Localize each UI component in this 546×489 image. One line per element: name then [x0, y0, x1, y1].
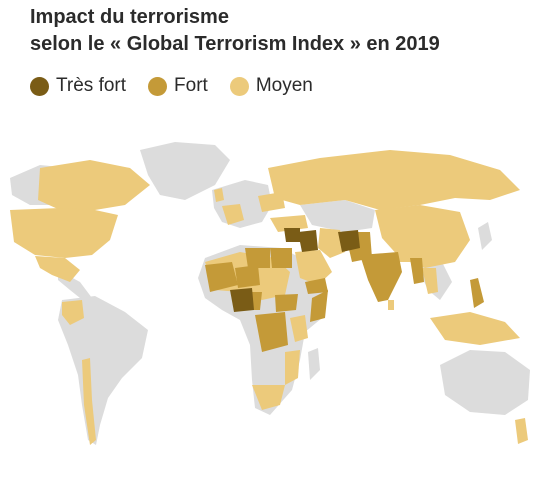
country-nigeria — [230, 288, 254, 312]
legend-label-tres-fort: Très fort — [56, 75, 127, 96]
legend-item-fort: Fort — [148, 75, 208, 97]
continent-south-america — [58, 296, 148, 445]
country-south-sudan — [275, 294, 298, 312]
world-map — [10, 142, 530, 445]
tres-fort-countries — [230, 228, 360, 312]
country-south-africa — [252, 385, 285, 410]
legend-label-moyen: Moyen — [255, 75, 313, 96]
country-egypt — [270, 248, 292, 268]
country-greenland — [140, 142, 230, 200]
country-saudi-arabia — [295, 250, 332, 285]
country-sri-lanka — [388, 300, 394, 310]
country-thailand — [422, 268, 438, 294]
country-kenya — [290, 315, 308, 342]
legend-swatch-fort — [148, 76, 168, 96]
country-philippines — [470, 278, 484, 308]
legend-label-fort: Fort — [174, 75, 208, 96]
moyen-countries — [10, 150, 528, 445]
country-libya — [245, 248, 270, 268]
map-title: Impact du terrorisme selon le « Global T… — [30, 4, 530, 58]
country-usa — [10, 208, 118, 258]
country-niger — [235, 265, 260, 288]
legend-item-moyen: Moyen — [229, 75, 313, 97]
country-japan — [478, 222, 492, 250]
legend-item-tres-fort: Très fort — [30, 75, 126, 97]
country-madagascar — [308, 348, 320, 380]
country-turkey — [270, 215, 308, 232]
country-indonesia — [430, 312, 520, 345]
country-new-zealand — [515, 418, 528, 444]
title-line-2: selon le « Global Terrorism Index » en 2… — [30, 33, 440, 55]
country-ukraine — [258, 192, 285, 212]
country-myanmar — [410, 258, 424, 284]
region-central-asia — [300, 200, 375, 232]
country-australia — [440, 350, 530, 415]
title-line-1: Impact du terrorisme — [30, 6, 229, 28]
country-chile — [82, 358, 96, 445]
legend: Très fort Fort Moyen — [30, 73, 335, 99]
country-somalia — [310, 290, 328, 322]
country-iran — [318, 228, 345, 258]
legend-swatch-moyen — [229, 76, 249, 96]
legend-swatch-tres-fort — [30, 76, 49, 96]
country-iraq — [298, 230, 318, 252]
country-yemen — [305, 278, 328, 294]
country-mali — [205, 262, 238, 292]
country-colombia — [62, 300, 84, 325]
country-canada — [38, 160, 150, 210]
country-mexico — [35, 256, 80, 282]
country-uk — [214, 188, 224, 202]
country-dr-congo — [255, 312, 288, 352]
country-mozambique — [285, 350, 300, 385]
country-syria — [284, 228, 300, 242]
country-russia — [268, 150, 520, 210]
country-afghanistan — [338, 230, 360, 252]
country-france — [222, 204, 244, 225]
country-india — [360, 252, 402, 302]
